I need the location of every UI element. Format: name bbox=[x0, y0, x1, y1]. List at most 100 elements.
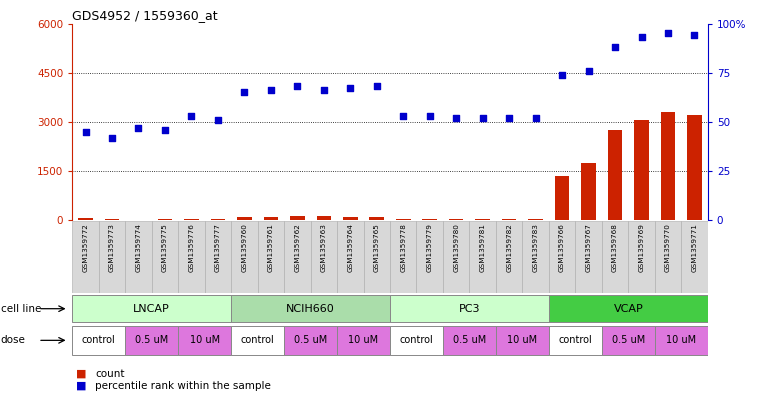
Point bbox=[397, 113, 409, 119]
Bar bbox=[654, 221, 681, 293]
Bar bbox=[416, 221, 443, 293]
Point bbox=[344, 85, 356, 92]
Bar bbox=[476, 219, 490, 220]
Bar bbox=[72, 326, 126, 355]
Bar bbox=[237, 217, 252, 220]
Bar bbox=[231, 295, 390, 323]
Text: cell line: cell line bbox=[1, 304, 41, 314]
Point bbox=[265, 87, 277, 94]
Bar bbox=[364, 221, 390, 293]
Bar bbox=[158, 219, 172, 220]
Bar bbox=[126, 326, 178, 355]
Bar bbox=[211, 219, 225, 220]
Bar bbox=[337, 326, 390, 355]
Bar bbox=[105, 219, 119, 220]
Bar bbox=[284, 221, 310, 293]
Bar bbox=[310, 221, 337, 293]
Bar bbox=[443, 221, 470, 293]
Bar bbox=[528, 219, 543, 220]
Text: VCAP: VCAP bbox=[613, 304, 643, 314]
Bar bbox=[496, 221, 522, 293]
Point bbox=[582, 68, 594, 74]
Text: GSM1359761: GSM1359761 bbox=[268, 223, 274, 272]
Bar bbox=[396, 219, 410, 220]
Text: GSM1359780: GSM1359780 bbox=[454, 223, 459, 272]
Bar bbox=[263, 217, 279, 220]
Bar bbox=[258, 221, 284, 293]
Bar bbox=[72, 221, 99, 293]
Bar bbox=[681, 221, 708, 293]
Text: GSM1359776: GSM1359776 bbox=[189, 223, 195, 272]
Point bbox=[689, 32, 701, 39]
Bar bbox=[687, 115, 702, 220]
Point bbox=[450, 115, 462, 121]
Bar bbox=[390, 326, 443, 355]
Text: GDS4952 / 1559360_at: GDS4952 / 1559360_at bbox=[72, 9, 218, 22]
Text: GSM1359779: GSM1359779 bbox=[427, 223, 433, 272]
Text: control: control bbox=[400, 335, 433, 345]
Text: 0.5 uM: 0.5 uM bbox=[294, 335, 327, 345]
Bar bbox=[78, 218, 93, 220]
Point bbox=[318, 87, 330, 94]
Text: GSM1359770: GSM1359770 bbox=[665, 223, 671, 272]
Bar bbox=[72, 295, 231, 323]
Bar bbox=[449, 219, 463, 220]
Text: GSM1359763: GSM1359763 bbox=[321, 223, 326, 272]
Bar bbox=[390, 295, 549, 323]
Bar bbox=[422, 219, 437, 220]
Text: control: control bbox=[82, 335, 116, 345]
Bar bbox=[284, 326, 337, 355]
Bar bbox=[343, 217, 358, 220]
Point bbox=[79, 129, 91, 135]
Bar bbox=[629, 221, 654, 293]
Text: GSM1359773: GSM1359773 bbox=[109, 223, 115, 272]
Point bbox=[503, 115, 515, 121]
Bar bbox=[522, 221, 549, 293]
Text: GSM1359783: GSM1359783 bbox=[533, 223, 539, 272]
Bar bbox=[661, 112, 675, 220]
Text: GSM1359775: GSM1359775 bbox=[162, 223, 168, 272]
Text: GSM1359777: GSM1359777 bbox=[215, 223, 221, 272]
Text: dose: dose bbox=[1, 335, 26, 345]
Text: GSM1359768: GSM1359768 bbox=[612, 223, 618, 272]
Point bbox=[159, 127, 171, 133]
Text: GSM1359771: GSM1359771 bbox=[692, 223, 698, 272]
Point bbox=[530, 115, 542, 121]
Text: count: count bbox=[95, 369, 125, 379]
Bar bbox=[602, 326, 654, 355]
Text: 10 uM: 10 uM bbox=[666, 335, 696, 345]
Bar bbox=[549, 326, 602, 355]
Bar bbox=[654, 326, 708, 355]
Bar bbox=[205, 221, 231, 293]
Bar bbox=[549, 295, 708, 323]
Text: GSM1359778: GSM1359778 bbox=[400, 223, 406, 272]
Point bbox=[609, 44, 621, 50]
Text: PC3: PC3 bbox=[459, 304, 480, 314]
Point bbox=[238, 89, 250, 95]
Text: GSM1359764: GSM1359764 bbox=[347, 223, 353, 272]
Point bbox=[424, 113, 436, 119]
Bar bbox=[581, 163, 596, 220]
Text: 10 uM: 10 uM bbox=[189, 335, 220, 345]
Bar bbox=[555, 176, 569, 220]
Bar bbox=[608, 130, 622, 220]
Bar bbox=[337, 221, 364, 293]
Text: GSM1359766: GSM1359766 bbox=[559, 223, 565, 272]
Text: GSM1359769: GSM1359769 bbox=[638, 223, 645, 272]
Bar bbox=[231, 326, 284, 355]
Point bbox=[635, 34, 648, 40]
Text: GSM1359774: GSM1359774 bbox=[135, 223, 142, 272]
Text: GSM1359772: GSM1359772 bbox=[82, 223, 88, 272]
Point bbox=[212, 117, 224, 123]
Point bbox=[132, 125, 145, 131]
Text: ■: ■ bbox=[76, 381, 87, 391]
Text: GSM1359782: GSM1359782 bbox=[506, 223, 512, 272]
Bar bbox=[178, 221, 205, 293]
Text: GSM1359767: GSM1359767 bbox=[585, 223, 591, 272]
Bar bbox=[317, 216, 331, 220]
Text: GSM1359765: GSM1359765 bbox=[374, 223, 380, 272]
Point bbox=[662, 30, 674, 37]
Text: 0.5 uM: 0.5 uM bbox=[453, 335, 486, 345]
Point bbox=[106, 134, 118, 141]
Text: GSM1359762: GSM1359762 bbox=[295, 223, 301, 272]
